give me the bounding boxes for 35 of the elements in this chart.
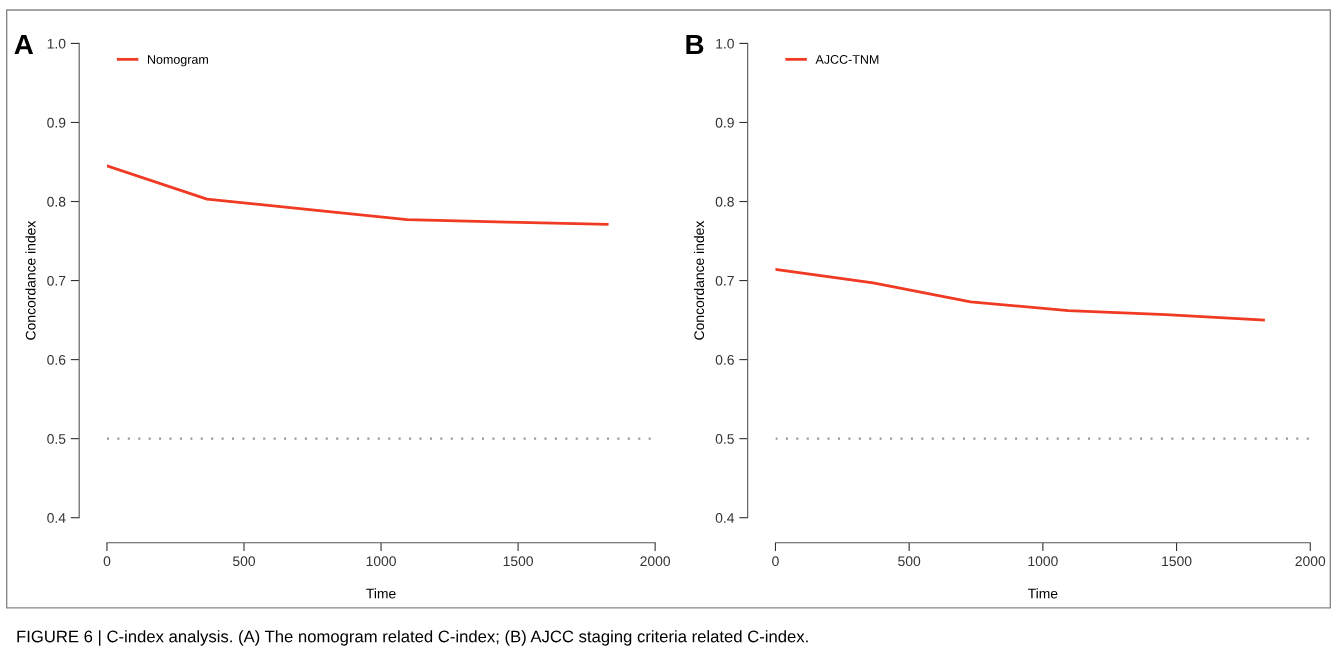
x-tick-label: 2000 bbox=[640, 556, 671, 567]
x-tick-label: 500 bbox=[898, 556, 921, 567]
x-tick-label: 2000 bbox=[1295, 556, 1326, 567]
line-series bbox=[106, 164, 609, 226]
y-tick-label: 0.8 bbox=[715, 196, 734, 207]
line-series bbox=[775, 268, 1265, 322]
y-tick-label: 0.4 bbox=[715, 513, 735, 523]
y-tick-label: 0.9 bbox=[47, 117, 66, 128]
y-tick-label: 0.8 bbox=[47, 196, 66, 207]
x-axis-title: Time bbox=[366, 588, 396, 599]
y-tick-label: 0.5 bbox=[715, 433, 734, 444]
x-tick-label: 1500 bbox=[1162, 556, 1192, 567]
chart-title: B bbox=[686, 34, 704, 55]
x-tick-label: 1000 bbox=[366, 556, 396, 567]
x-axis-title: Time bbox=[1028, 588, 1058, 599]
y-tick-label: 0.7 bbox=[715, 275, 734, 286]
legend-label: Nomogram bbox=[147, 55, 208, 67]
y-tick-label: 0.6 bbox=[715, 354, 734, 365]
chart-title: A bbox=[14, 34, 34, 55]
y-tick-label: 0.7 bbox=[47, 275, 66, 286]
y-axis-title: Concordance index bbox=[25, 220, 36, 340]
y-tick-label: 0.6 bbox=[47, 354, 66, 365]
caption: FIGURE 6 | C-index analysis. (A) The nomogram related C-index; (B) AJCC staging criteria related C-index. bbox=[17, 630, 808, 646]
y-axis-title: Concordance index bbox=[693, 220, 705, 340]
x-tick-label: 1000 bbox=[1028, 556, 1058, 567]
x-tick-label: 0 bbox=[772, 556, 779, 567]
x-tick-label: 500 bbox=[232, 556, 256, 567]
legend-label: AJCC-TNM bbox=[815, 55, 879, 64]
y-tick-label: 1.0 bbox=[47, 38, 66, 49]
y-tick-label: 0.9 bbox=[715, 117, 734, 128]
y-tick-label: 1.0 bbox=[716, 38, 734, 49]
x-tick-label: 1500 bbox=[503, 556, 533, 567]
x-tick-label: 0 bbox=[103, 556, 111, 567]
y-tick-label: 0.5 bbox=[47, 433, 66, 444]
y-tick-label: 0.4 bbox=[47, 513, 66, 523]
